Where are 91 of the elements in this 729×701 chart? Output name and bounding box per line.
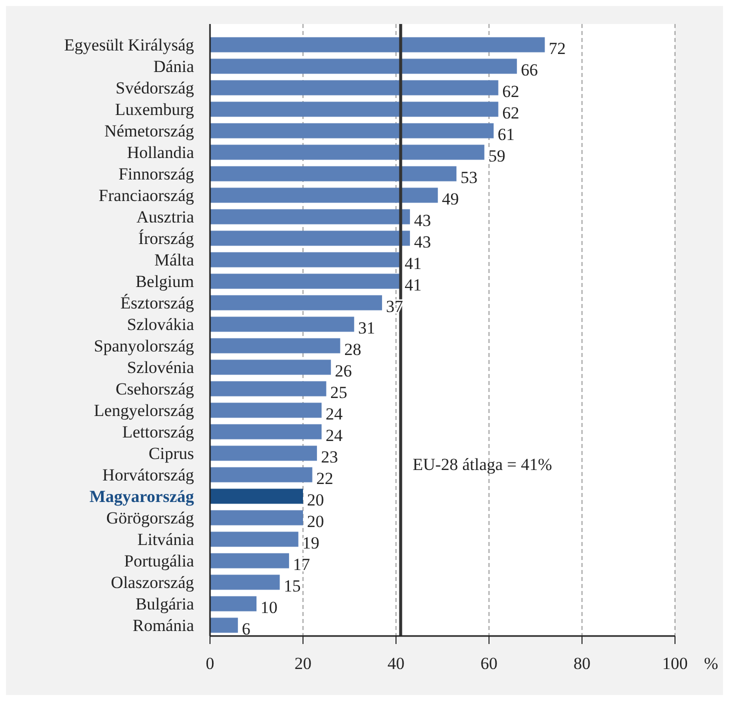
data-label: 20 <box>307 512 324 532</box>
data-label: 19 <box>302 534 320 553</box>
bar <box>210 467 312 482</box>
data-label: 43 <box>414 211 431 230</box>
bar <box>210 488 303 504</box>
data-label: 10 <box>260 598 278 618</box>
bar <box>210 532 298 547</box>
y-tick-label: Hollandia <box>126 143 194 162</box>
data-label: 53 <box>460 168 478 188</box>
data-label: 43 <box>414 232 431 252</box>
bar <box>210 381 326 396</box>
y-tick-label: Málta <box>154 250 194 270</box>
y-tick-label: Horvátország <box>102 466 194 485</box>
y-tick-label: Portugália <box>124 552 194 571</box>
y-tick-label: Lengyelország <box>94 401 194 420</box>
y-tick-label: Németország <box>104 122 194 141</box>
x-tick-label: 100 <box>662 654 688 673</box>
data-label: 17 <box>293 555 311 574</box>
data-label: 24 <box>326 426 344 446</box>
y-tick-label: Görögország <box>106 508 194 528</box>
bar <box>210 446 317 461</box>
bar <box>210 618 238 633</box>
bar <box>210 209 410 224</box>
data-label: 28 <box>344 340 362 360</box>
bar <box>210 188 438 203</box>
bar <box>210 338 340 354</box>
bar <box>210 424 322 440</box>
y-tick-label: Litvánia <box>137 530 194 550</box>
data-label: 24 <box>326 404 344 424</box>
y-tick-label: Franciaország <box>98 186 194 206</box>
y-tick-label: Egyesült Királyság <box>64 36 194 55</box>
y-tick-label: Románia <box>132 616 194 636</box>
y-tick-label: Ausztria <box>136 208 194 227</box>
y-tick-label: Svédország <box>116 78 194 98</box>
bar <box>210 402 322 418</box>
bar <box>210 80 498 96</box>
y-tick-label: Ciprus <box>148 444 194 464</box>
y-tick-label: Észtország <box>120 294 194 313</box>
bar <box>210 360 331 375</box>
y-tick-label: Belgium <box>135 272 194 292</box>
y-tick-label: Csehország <box>116 380 194 399</box>
y-tick-label: Olaszország <box>110 573 194 592</box>
data-label: 49 <box>442 190 459 209</box>
bar <box>210 574 280 590</box>
bar <box>210 230 410 246</box>
bar <box>210 596 256 612</box>
data-label: 6 <box>242 620 250 639</box>
data-label: 22 <box>316 469 334 488</box>
y-tick-label: Szlovénia <box>126 358 194 378</box>
ref-line-label: EU-28 átlaga = 41% <box>412 455 552 474</box>
x-tick-label: 40 <box>388 654 404 673</box>
data-label: 20 <box>307 490 324 510</box>
y-tick-label: Lettország <box>122 422 194 442</box>
data-label: 15 <box>284 576 301 596</box>
bar <box>210 510 303 526</box>
data-label: 25 <box>330 383 348 402</box>
x-tick-label: 0 <box>206 654 214 673</box>
data-label: 23 <box>320 448 338 467</box>
data-label: 59 <box>488 146 506 166</box>
bar <box>210 295 382 310</box>
y-tick-label: Finnország <box>118 164 194 184</box>
bar <box>210 37 545 52</box>
data-label: 62 <box>502 82 520 102</box>
bar <box>210 252 401 268</box>
bar <box>210 123 494 138</box>
bar <box>210 553 290 568</box>
x-tick-label: 60 <box>480 654 498 673</box>
y-tick-label: Szlovákia <box>126 315 194 334</box>
bar <box>210 58 517 74</box>
bar <box>210 274 401 289</box>
y-tick-label: Bulgária <box>135 594 194 614</box>
data-label: 41 <box>404 276 422 295</box>
bar <box>210 316 354 332</box>
data-label: 72 <box>548 39 566 58</box>
x-tick-label: 80 <box>574 654 590 673</box>
bar <box>210 166 456 182</box>
data-label: 61 <box>498 125 515 144</box>
y-tick-label: Írország <box>138 229 194 248</box>
y-tick-label: Spanyolország <box>94 336 194 356</box>
data-label: 26 <box>334 362 352 381</box>
y-tick-label: Dánia <box>153 57 194 76</box>
y-tick-label: Magyarország <box>90 487 194 506</box>
bar <box>210 102 498 117</box>
x-tick-label: 20 <box>294 654 312 673</box>
bar <box>210 144 484 160</box>
data-label: 31 <box>358 318 376 338</box>
data-label: 66 <box>520 60 538 80</box>
data-label: 41 <box>404 254 422 274</box>
x-axis-title: % <box>704 654 718 673</box>
data-label: 62 <box>502 104 520 123</box>
y-tick-label: Luxemburg <box>114 100 194 120</box>
